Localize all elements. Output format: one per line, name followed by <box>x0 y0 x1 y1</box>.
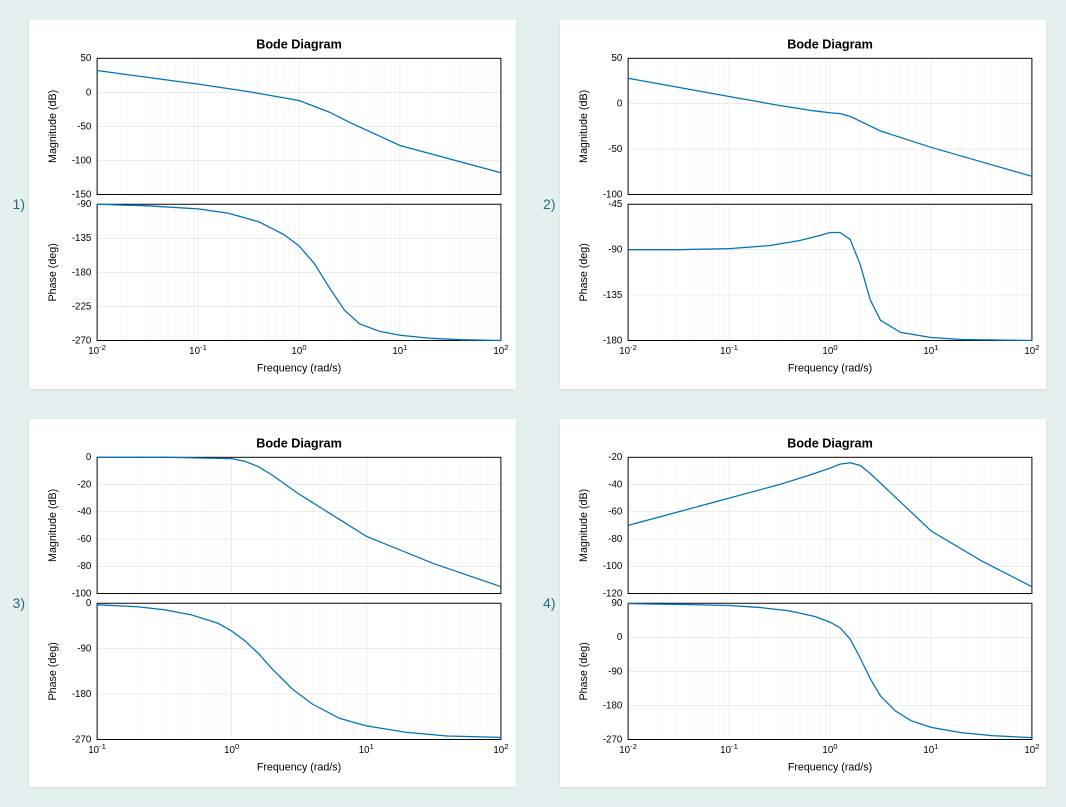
y-tick-label: 0 <box>86 598 92 609</box>
x-tick-label: 100 <box>822 343 838 357</box>
y-tick-label: 50 <box>80 53 91 64</box>
y-tick-label: -50 <box>608 144 623 155</box>
panel-3: Bode Diagram10-1100101102-100-80-60-40-2… <box>29 419 516 788</box>
xlabel: Frequency (rad/s) <box>257 363 341 375</box>
ylabel-mag: Magnitude (dB) <box>578 488 590 561</box>
plot-title: Bode Diagram <box>787 436 873 450</box>
y-tick-label: -135 <box>602 290 621 301</box>
y-tick-label: -90 <box>77 643 92 654</box>
x-tick-label: 100 <box>822 742 838 756</box>
panel-2: Bode Diagram10-210-1100101102-100-50050-… <box>560 20 1047 389</box>
phase-curve <box>97 604 501 737</box>
panel-4: Bode Diagram10-210-1100101102-120-100-80… <box>560 419 1047 788</box>
y-tick-label: -45 <box>608 199 622 210</box>
y-tick-label: -90 <box>608 666 623 677</box>
y-tick-label: 90 <box>611 598 622 609</box>
y-tick-label: -135 <box>72 233 91 244</box>
bode-plot-1: Bode Diagram10-210-1100101102-150-100-50… <box>29 20 516 389</box>
y-tick-label: -40 <box>608 479 623 490</box>
plot-title: Bode Diagram <box>787 38 873 52</box>
y-tick-label: 50 <box>611 53 622 64</box>
y-tick-label: -80 <box>608 533 623 544</box>
x-tick-label: 101 <box>359 742 374 756</box>
magnitude-curve <box>97 457 501 586</box>
y-tick-label: 0 <box>616 99 622 110</box>
x-tick-label: 102 <box>1024 742 1039 756</box>
plot-number-3: 3) <box>5 595 29 611</box>
plot-number-2: 2) <box>536 196 560 212</box>
ylabel-phase: Phase (deg) <box>47 642 59 700</box>
x-tick-label: 100 <box>291 343 307 357</box>
ylabel-mag: Magnitude (dB) <box>47 488 59 561</box>
cell-2: 2) Bode Diagram10-210-1100101102-100-500… <box>536 20 1047 389</box>
x-tick-label: 102 <box>1024 343 1039 357</box>
y-tick-label: -180 <box>72 688 92 699</box>
y-tick-label: -60 <box>608 506 623 517</box>
y-tick-label: 0 <box>616 632 622 643</box>
y-tick-label: 0 <box>86 87 92 98</box>
x-tick-label: 10-1 <box>189 343 207 357</box>
y-tick-label: -40 <box>77 506 92 517</box>
plot-title: Bode Diagram <box>256 436 342 450</box>
plot-title: Bode Diagram <box>256 38 342 52</box>
x-tick-label: 10-1 <box>720 742 738 756</box>
ylabel-phase: Phase (deg) <box>47 243 59 301</box>
bode-plot-4: Bode Diagram10-210-1100101102-120-100-80… <box>560 419 1047 788</box>
y-tick-label: -270 <box>72 335 92 346</box>
ylabel-phase: Phase (deg) <box>578 642 590 700</box>
ylabel-phase: Phase (deg) <box>578 243 590 301</box>
y-tick-label: -100 <box>602 561 622 572</box>
bode-plot-2: Bode Diagram10-210-1100101102-100-50050-… <box>560 20 1047 389</box>
y-tick-label: -100 <box>72 155 92 166</box>
cell-3: 3) Bode Diagram10-1100101102-100-80-60-4… <box>5 419 516 788</box>
x-tick-label: 101 <box>392 343 407 357</box>
plot-number-4: 4) <box>536 595 560 611</box>
y-tick-label: -80 <box>77 561 92 572</box>
y-tick-label: -180 <box>602 335 622 346</box>
x-tick-label: 101 <box>923 742 938 756</box>
cell-1: 1) Bode Diagram10-210-1100101102-150-100… <box>5 20 516 389</box>
y-tick-label: -270 <box>602 734 622 745</box>
y-tick-label: -90 <box>77 199 92 210</box>
y-tick-label: -225 <box>72 301 91 312</box>
plot-number-1: 1) <box>5 196 29 212</box>
y-tick-label: -90 <box>608 245 623 256</box>
ylabel-mag: Magnitude (dB) <box>578 90 590 163</box>
x-tick-label: 10-1 <box>720 343 738 357</box>
ylabel-mag: Magnitude (dB) <box>47 90 59 163</box>
xlabel: Frequency (rad/s) <box>787 363 871 375</box>
xlabel: Frequency (rad/s) <box>257 761 341 773</box>
x-tick-label: 101 <box>923 343 938 357</box>
y-tick-label: -20 <box>608 452 623 463</box>
y-tick-label: -20 <box>77 479 92 490</box>
y-tick-label: -60 <box>77 533 92 544</box>
y-tick-label: -180 <box>72 267 92 278</box>
chart-grid: 1) Bode Diagram10-210-1100101102-150-100… <box>0 0 1066 807</box>
y-tick-label: -270 <box>72 734 92 745</box>
x-tick-label: 100 <box>224 742 240 756</box>
x-tick-label: 102 <box>493 343 508 357</box>
cell-4: 4) Bode Diagram10-210-1100101102-120-100… <box>536 419 1047 788</box>
y-tick-label: 0 <box>86 452 92 463</box>
y-tick-label: -180 <box>602 700 622 711</box>
y-tick-label: -50 <box>77 121 92 132</box>
panel-1: Bode Diagram10-210-1100101102-150-100-50… <box>29 20 516 389</box>
bode-plot-3: Bode Diagram10-1100101102-100-80-60-40-2… <box>29 419 516 788</box>
x-tick-label: 102 <box>493 742 508 756</box>
xlabel: Frequency (rad/s) <box>787 761 871 773</box>
